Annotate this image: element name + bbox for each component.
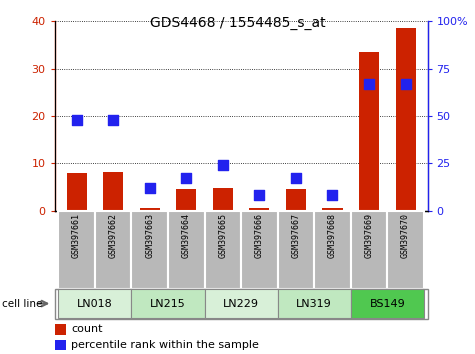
Point xyxy=(109,117,117,122)
Text: LN215: LN215 xyxy=(150,298,186,309)
Bar xyxy=(314,211,351,289)
Bar xyxy=(58,289,132,318)
Text: GSM397666: GSM397666 xyxy=(255,213,264,258)
Bar xyxy=(58,211,95,289)
Bar xyxy=(387,211,424,289)
Text: GSM397668: GSM397668 xyxy=(328,213,337,258)
Bar xyxy=(396,28,416,211)
Bar xyxy=(241,211,277,289)
Bar xyxy=(176,189,196,211)
Text: LN018: LN018 xyxy=(77,298,113,309)
Bar xyxy=(213,188,233,211)
Text: GDS4468 / 1554485_s_at: GDS4468 / 1554485_s_at xyxy=(150,16,325,30)
Bar xyxy=(323,208,342,211)
Text: percentile rank within the sample: percentile rank within the sample xyxy=(71,340,259,350)
Text: GSM397662: GSM397662 xyxy=(109,213,118,258)
Text: count: count xyxy=(71,324,103,334)
Bar xyxy=(205,289,277,318)
Point xyxy=(365,81,373,87)
Bar xyxy=(168,211,205,289)
Bar xyxy=(351,211,387,289)
Text: cell line: cell line xyxy=(2,298,43,309)
Point xyxy=(219,162,227,168)
Text: LN229: LN229 xyxy=(223,298,259,309)
Text: GSM397670: GSM397670 xyxy=(401,213,410,258)
Bar xyxy=(249,208,269,211)
Text: GSM397663: GSM397663 xyxy=(145,213,154,258)
Bar xyxy=(95,211,132,289)
Point xyxy=(182,176,190,181)
Bar xyxy=(66,173,86,211)
Bar xyxy=(277,211,314,289)
Bar xyxy=(286,189,306,211)
Bar xyxy=(103,172,123,211)
Point xyxy=(146,185,153,191)
Bar xyxy=(359,52,379,211)
Text: GSM397667: GSM397667 xyxy=(291,213,300,258)
Bar xyxy=(132,211,168,289)
Bar xyxy=(132,289,205,318)
Text: GSM397669: GSM397669 xyxy=(364,213,373,258)
Text: LN319: LN319 xyxy=(296,298,332,309)
Point xyxy=(256,193,263,198)
Text: BS149: BS149 xyxy=(370,298,405,309)
Bar xyxy=(55,324,66,335)
Point xyxy=(292,176,300,181)
Point xyxy=(329,193,336,198)
Bar xyxy=(140,208,160,211)
Text: GSM397664: GSM397664 xyxy=(182,213,191,258)
Bar xyxy=(277,289,351,318)
Bar xyxy=(351,289,424,318)
Bar xyxy=(205,211,241,289)
Point xyxy=(73,117,80,122)
Text: GSM397661: GSM397661 xyxy=(72,213,81,258)
Text: GSM397665: GSM397665 xyxy=(218,213,227,258)
Point xyxy=(402,81,409,87)
Bar xyxy=(55,340,66,350)
